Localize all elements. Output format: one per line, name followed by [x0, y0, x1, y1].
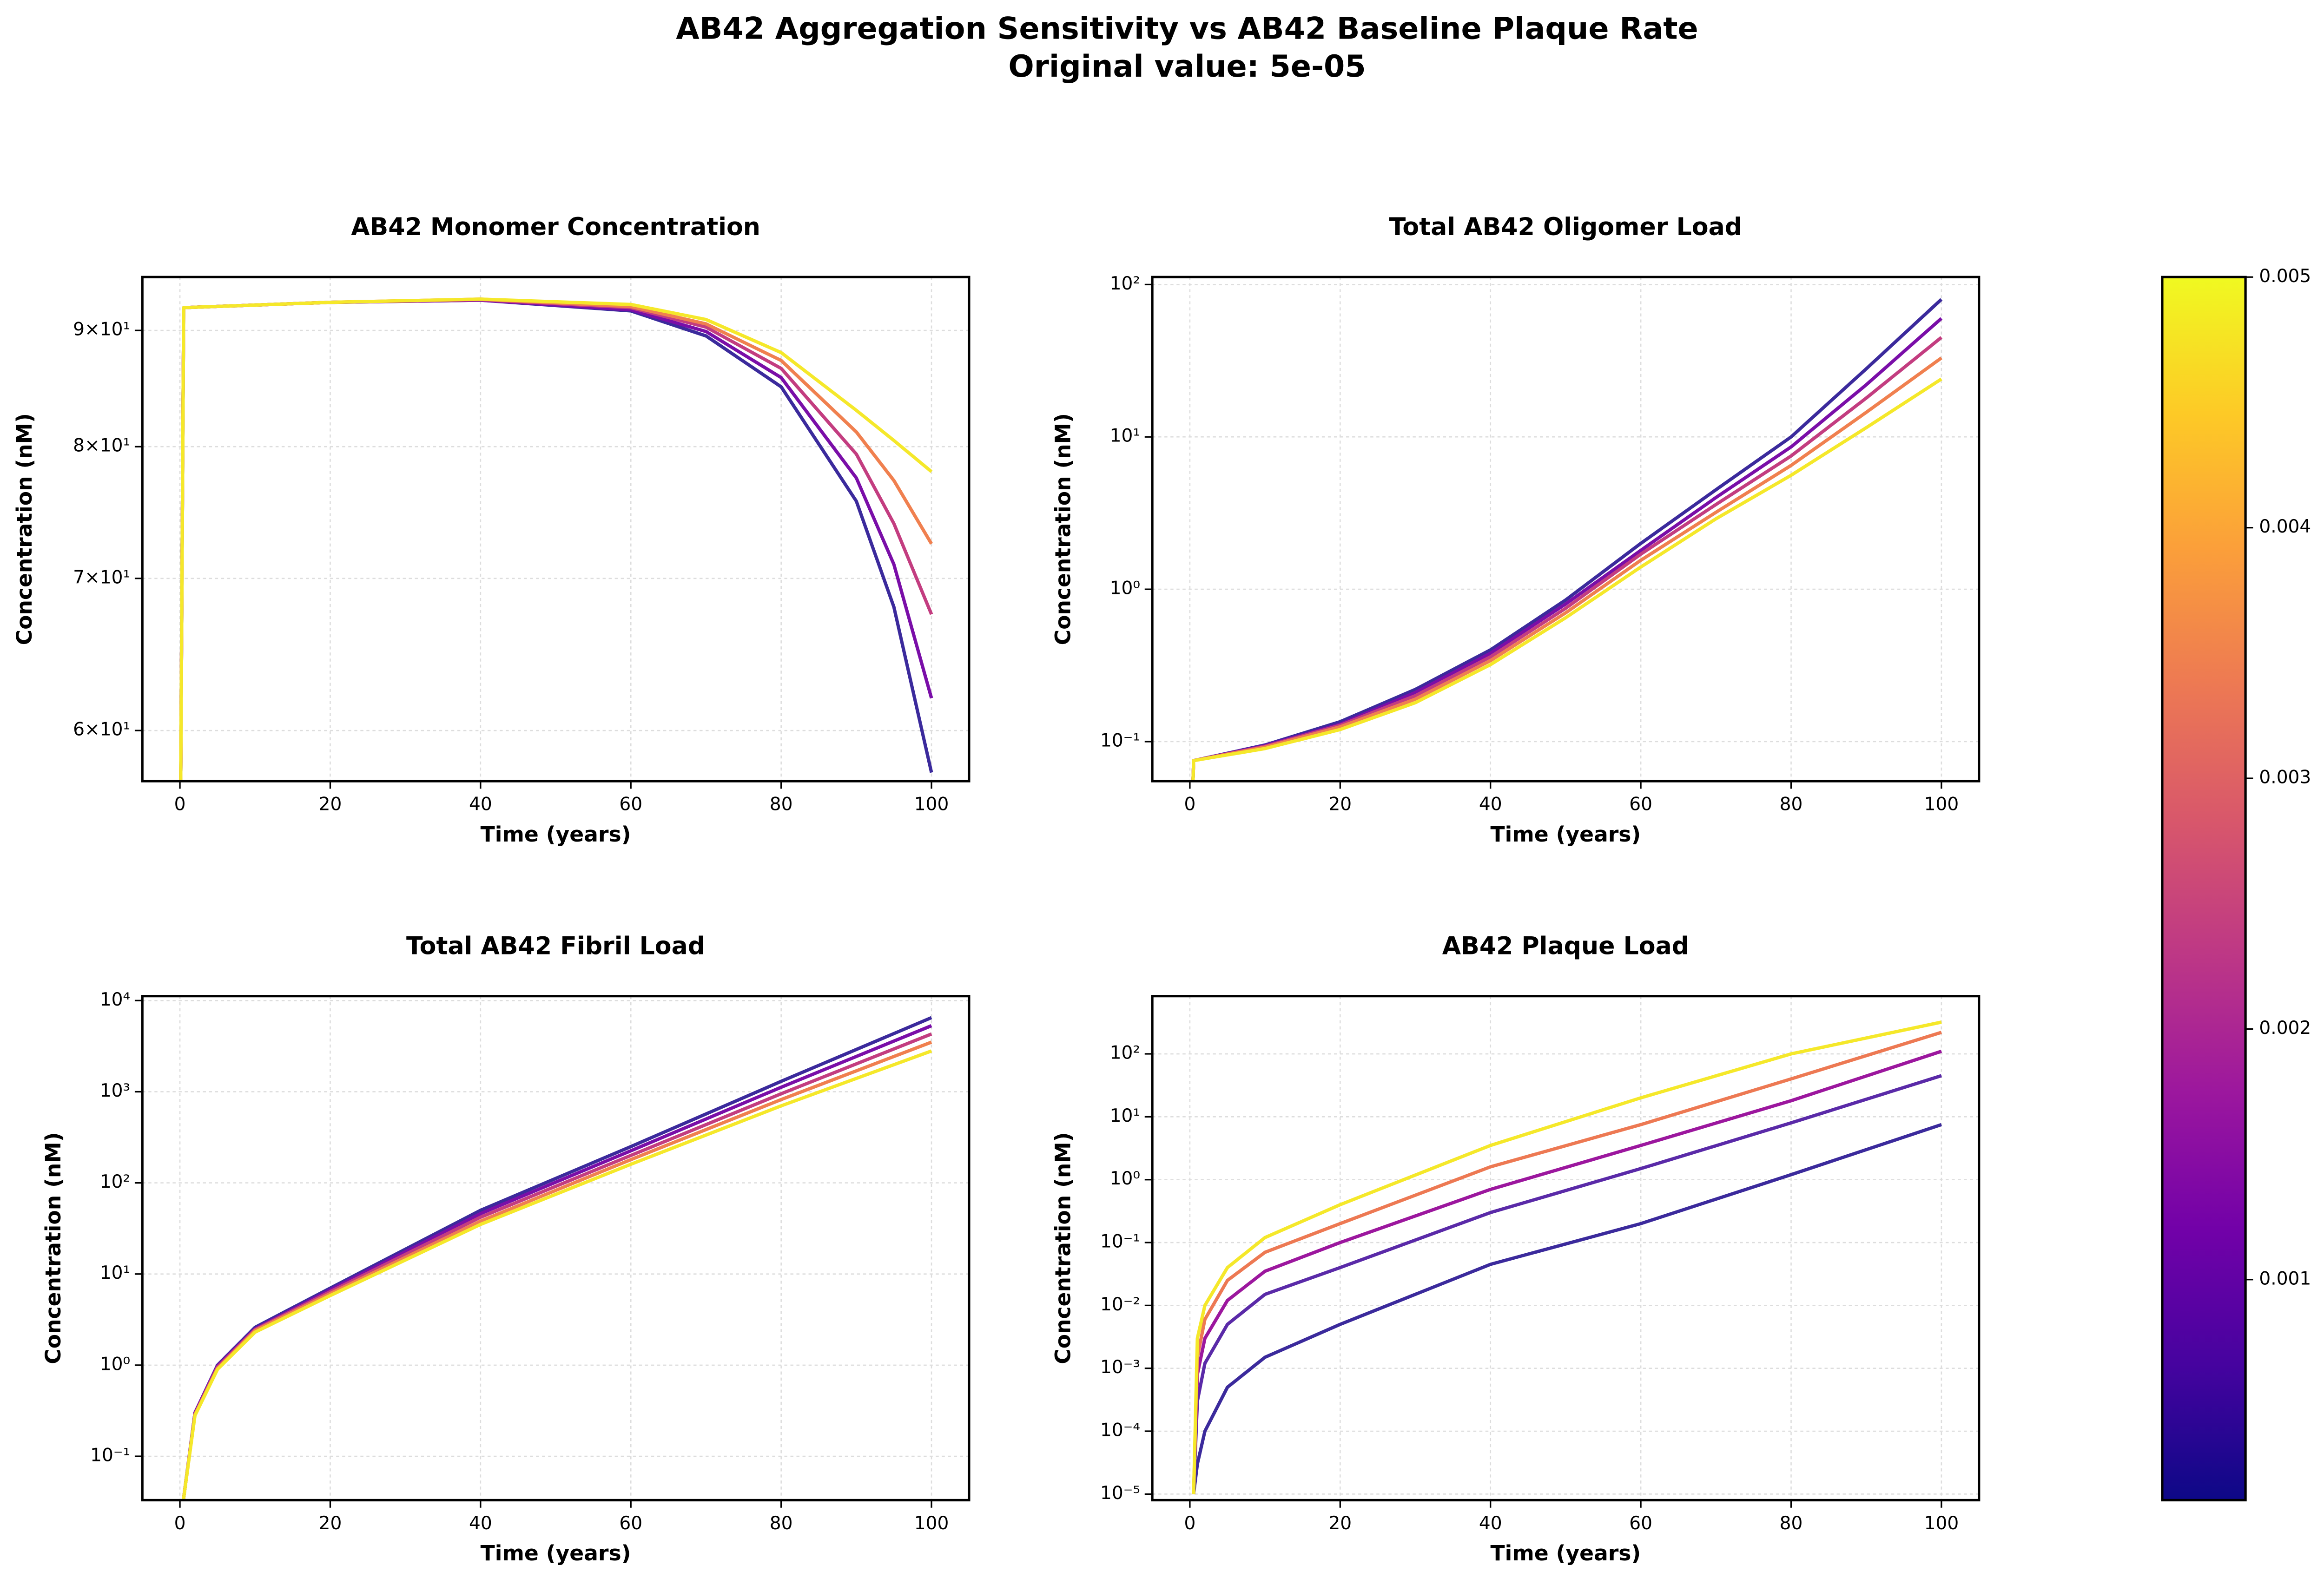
y-tick-label: 10⁻² — [1100, 1294, 1140, 1315]
chart-title: Total AB42 Fibril Load — [406, 932, 705, 960]
x-axis-label: Time (years) — [1491, 822, 1641, 847]
axes-frame — [141, 995, 971, 1502]
series-line — [1191, 298, 1943, 782]
figure-subtitle: Original value: 5e-05 — [1008, 49, 1366, 84]
x-tick-label: 20 — [1328, 794, 1352, 815]
y-tick-label: 10⁰ — [100, 1354, 130, 1375]
y-tick-label: 10¹ — [1110, 426, 1140, 447]
y-tick-label: 10⁴ — [100, 989, 130, 1010]
colorbar-tick-label: 0.003 — [2259, 767, 2311, 788]
y-axis-label: Concentration (nM) — [12, 413, 37, 645]
y-tick-label: 10⁻¹ — [90, 1445, 130, 1466]
y-tick-label: 6×10¹ — [73, 719, 130, 740]
x-tick-label: 60 — [1629, 794, 1652, 815]
y-tick-label: 10⁻¹ — [1100, 730, 1140, 751]
series-line — [1191, 377, 1942, 782]
series-line — [1191, 336, 1943, 782]
x-tick-label: 0 — [174, 794, 186, 815]
x-tick-label: 80 — [770, 1513, 793, 1534]
colorbar — [2161, 276, 2247, 1502]
x-tick-label: 40 — [469, 1513, 492, 1534]
y-tick-label: 8×10¹ — [73, 435, 130, 456]
colorbar-tick-label: 0.005 — [2259, 266, 2311, 287]
axes-frame — [141, 276, 971, 783]
x-tick-label: 60 — [619, 794, 642, 815]
series-line — [179, 298, 933, 782]
chart-title: AB42 Plaque Load — [1442, 932, 1689, 960]
y-axis-label: Concentration (nM) — [1051, 413, 1076, 645]
series-line — [179, 297, 933, 782]
x-tick-label: 20 — [1328, 1513, 1352, 1534]
series-line — [1192, 1020, 1942, 1494]
y-tick-label: 10⁻⁴ — [1100, 1420, 1140, 1441]
x-tick-label: 100 — [914, 794, 949, 815]
series-line — [1192, 1031, 1942, 1494]
y-tick-label: 10² — [1110, 273, 1140, 294]
axes-frame — [1151, 276, 1981, 783]
y-tick-label: 10¹ — [1110, 1105, 1140, 1126]
series-line — [182, 1032, 932, 1500]
colorbar-tick-label: 0.004 — [2259, 516, 2311, 537]
chart-title: Total AB42 Oligomer Load — [1389, 213, 1742, 241]
y-tick-label: 7×10¹ — [73, 567, 130, 588]
x-tick-label: 40 — [1479, 1513, 1502, 1534]
x-tick-label: 80 — [770, 794, 793, 815]
x-tick-label: 0 — [1184, 794, 1195, 815]
x-tick-label: 20 — [319, 1513, 342, 1534]
x-tick-label: 40 — [1479, 794, 1502, 815]
y-tick-label: 10⁰ — [1110, 578, 1140, 599]
y-tick-label: 10² — [100, 1171, 130, 1192]
x-tick-label: 0 — [174, 1513, 186, 1534]
x-axis-label: Time (years) — [481, 822, 631, 847]
colorbar-tick-label: 0.002 — [2259, 1018, 2311, 1039]
series-line — [182, 1049, 932, 1500]
y-axis-label: Concentration (nM) — [41, 1132, 66, 1364]
series-line — [1191, 356, 1942, 782]
x-tick-label: 20 — [319, 794, 342, 815]
x-tick-label: 100 — [914, 1513, 949, 1534]
series-line — [1192, 1074, 1942, 1494]
y-tick-label: 10⁰ — [1110, 1168, 1140, 1189]
x-tick-label: 0 — [1184, 1513, 1195, 1534]
series-line — [179, 297, 933, 782]
x-tick-label: 40 — [469, 794, 492, 815]
x-tick-label: 60 — [1629, 1513, 1652, 1534]
y-tick-label: 10³ — [100, 1080, 130, 1101]
y-tick-label: 9×10¹ — [73, 319, 130, 340]
series-line — [1192, 1123, 1942, 1494]
y-tick-label: 10² — [1110, 1043, 1140, 1064]
y-axis-label: Concentration (nM) — [1051, 1132, 1076, 1364]
series-line — [179, 298, 933, 782]
x-tick-label: 100 — [1924, 1513, 1959, 1534]
chart-title: AB42 Monomer Concentration — [351, 213, 760, 241]
y-tick-label: 10¹ — [100, 1263, 130, 1283]
y-tick-label: 10⁻³ — [1100, 1357, 1140, 1378]
x-axis-label: Time (years) — [481, 1541, 631, 1565]
y-tick-label: 10⁻¹ — [1100, 1231, 1140, 1252]
y-tick-label: 10⁻⁵ — [1100, 1483, 1140, 1504]
series-line — [1192, 1050, 1942, 1494]
axes-frame — [1151, 995, 1981, 1502]
x-tick-label: 80 — [1780, 1513, 1803, 1534]
x-axis-label: Time (years) — [1491, 1541, 1641, 1565]
series-line — [179, 298, 933, 782]
colorbar-tick-label: 0.001 — [2259, 1268, 2311, 1289]
x-tick-label: 60 — [619, 1513, 642, 1534]
x-tick-label: 100 — [1924, 794, 1959, 815]
x-tick-label: 80 — [1780, 794, 1803, 815]
figure-title: AB42 Aggregation Sensitivity vs AB42 Bas… — [676, 11, 1698, 46]
